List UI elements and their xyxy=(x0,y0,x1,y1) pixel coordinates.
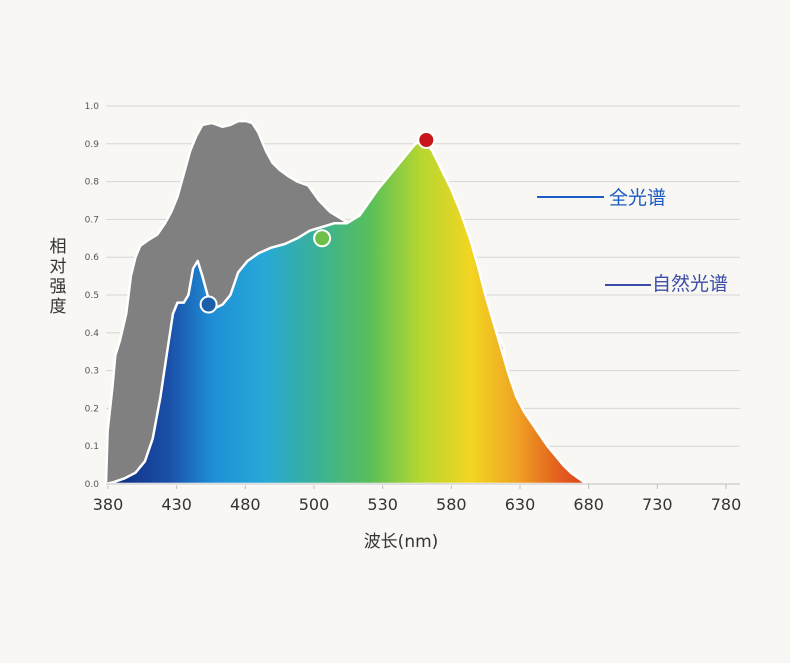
x-tick-label: 430 xyxy=(161,495,192,514)
y-tick-label: 0.5 xyxy=(85,291,99,301)
y-tick-label: 0.1 xyxy=(85,442,99,452)
y-tick-label: 0.4 xyxy=(85,329,100,339)
x-tick-label: 630 xyxy=(505,495,536,514)
y-tick-label: 0.7 xyxy=(85,215,99,225)
y-tick-label: 0.8 xyxy=(85,178,100,188)
x-tick-label: 580 xyxy=(436,495,467,514)
peak-marker xyxy=(313,229,332,248)
x-tick-label: 680 xyxy=(573,495,604,514)
peak-marker xyxy=(199,295,218,314)
x-tick-label: 380 xyxy=(93,495,124,514)
peak-markers xyxy=(199,131,436,314)
legend: 全光谱 自然光谱 xyxy=(537,187,728,295)
x-tick-label: 480 xyxy=(230,495,261,514)
y-tick-label: 0.0 xyxy=(85,480,100,490)
y-tick-label: 1.0 xyxy=(85,102,100,112)
y-tick-label: 0.3 xyxy=(85,367,99,377)
x-tick-label: 530 xyxy=(367,495,398,514)
x-axis-label: 波长(nm) xyxy=(364,532,439,552)
peak-marker xyxy=(417,131,436,149)
y-axis-ticks: 0.0 0.1 0.2 0.3 0.4 0.5 0.6 0.7 0.8 0.9 1.0 xyxy=(85,102,100,490)
y-tick-label: 0.6 xyxy=(85,253,100,263)
legend-label-natural-spectrum: 自然光谱 xyxy=(652,273,728,295)
legend-label-full-spectrum: 全光谱 xyxy=(609,187,666,209)
y-tick-label: 0.2 xyxy=(85,404,99,414)
y-axis-label: 相对强度 xyxy=(50,237,67,317)
x-tick-label: 730 xyxy=(642,495,673,514)
full-spectrum-area xyxy=(104,138,588,486)
x-axis-ticks: 380 430 480 500 530 580 630 680 730 780 xyxy=(93,484,742,514)
x-tick-label: 500 xyxy=(299,495,330,514)
x-tick-label: 780 xyxy=(711,495,742,514)
y-tick-label: 0.9 xyxy=(85,140,100,150)
series-areas xyxy=(104,119,588,486)
